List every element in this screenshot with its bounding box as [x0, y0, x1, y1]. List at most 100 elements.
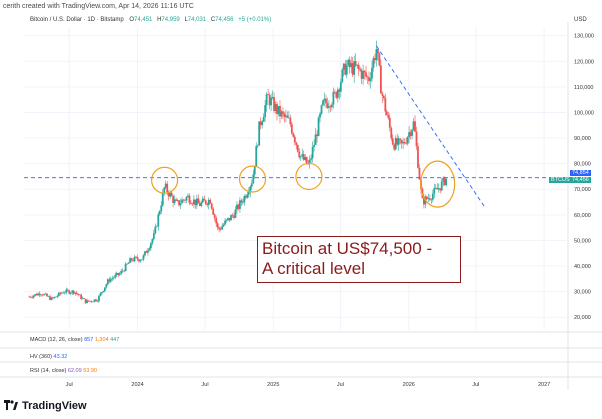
- candle-body: [194, 199, 197, 206]
- candle-body: [350, 63, 353, 68]
- candle-body: [50, 297, 53, 300]
- low-value: 74,031: [187, 17, 207, 23]
- candle-body: [204, 200, 207, 204]
- candle-body: [414, 121, 416, 132]
- price-chart[interactable]: 130,000 120,000 110,000 100,000 90,000 80,000…: [0, 0, 602, 395]
- candle-body: [339, 82, 342, 92]
- candle-body: [32, 295, 35, 298]
- candle-body: [77, 293, 80, 296]
- candle-body: [255, 146, 258, 167]
- candle-body: [62, 292, 65, 294]
- candle-body: [218, 227, 221, 230]
- x-tick-label: 2025: [267, 382, 279, 388]
- candle-body: [102, 290, 105, 293]
- y-tick-label: 100,000: [574, 110, 594, 116]
- candle-body: [354, 61, 357, 66]
- candle-body: [400, 139, 403, 144]
- candle-body: [328, 106, 330, 108]
- candle-body: [308, 159, 311, 164]
- candle-body: [362, 70, 364, 79]
- y-tick-label: 70,000: [574, 187, 591, 193]
- candle-body: [203, 198, 206, 201]
- candle-body: [109, 278, 112, 282]
- candle-body: [154, 226, 157, 234]
- candle-body: [83, 298, 85, 299]
- candle-body: [408, 132, 410, 138]
- candle-body: [166, 183, 169, 193]
- candle-body: [282, 111, 284, 114]
- candle-body: [138, 259, 140, 262]
- candle-body: [390, 127, 393, 139]
- candle-body: [247, 192, 250, 195]
- candle-body: [117, 273, 120, 276]
- macd-value-3: 447: [110, 337, 120, 343]
- candle-body: [329, 106, 332, 108]
- candle-body: [206, 203, 209, 205]
- candle-body: [290, 124, 293, 134]
- candle-body: [375, 49, 378, 61]
- candle-body: [295, 142, 298, 145]
- candle-body: [393, 144, 396, 150]
- close-label: C: [210, 17, 216, 23]
- candle-body: [296, 144, 299, 152]
- candle-body: [433, 187, 436, 194]
- currency-label: USD: [574, 17, 587, 23]
- candle-body: [396, 138, 399, 145]
- candle-body: [431, 193, 434, 200]
- candle-body: [425, 196, 428, 199]
- candles: [28, 40, 448, 305]
- candle-body: [84, 298, 87, 304]
- candle-body: [69, 292, 72, 294]
- candle-body: [124, 263, 127, 272]
- open-label: O: [129, 17, 135, 23]
- candle-body: [268, 95, 271, 106]
- candle-body: [345, 65, 348, 75]
- candle-body: [353, 61, 356, 75]
- y-tick-label: 90,000: [574, 136, 591, 142]
- y-tick-label: 110,000: [574, 85, 593, 91]
- level-price-tag: 74,854: [570, 170, 591, 176]
- candle-body: [239, 200, 241, 209]
- candle-body: [366, 76, 369, 78]
- candle-body: [267, 94, 270, 96]
- candle-body: [47, 296, 50, 297]
- candle-body: [132, 260, 134, 262]
- hv-value: 43.32: [53, 354, 68, 360]
- candle-body: [144, 251, 146, 256]
- open-value: 74,451: [134, 17, 153, 23]
- high-label: H: [157, 17, 162, 23]
- x-tick-label: Jul: [66, 382, 73, 388]
- candle-body: [270, 98, 272, 106]
- candle-body: [78, 294, 81, 296]
- candle-body: [44, 293, 47, 295]
- candle-body: [311, 146, 314, 159]
- candle-body: [130, 258, 133, 261]
- candle-body: [381, 93, 384, 96]
- candle-body: [161, 192, 164, 206]
- hv-name: HV (360): [30, 354, 53, 360]
- footer: TradingView: [0, 395, 602, 419]
- candle-body: [374, 58, 376, 61]
- candle-body: [169, 192, 172, 197]
- candle-body: [443, 177, 446, 186]
- candle-body: [224, 220, 226, 225]
- y-tick-label: 40,000: [574, 264, 591, 270]
- y-axis: 130,000 120,000 110,000 100,000 90,000 80,000…: [574, 34, 594, 322]
- candle-body: [89, 300, 91, 302]
- macd-value-2: 1,304: [94, 337, 109, 343]
- candle-body: [274, 103, 277, 111]
- candle-body: [172, 196, 175, 203]
- candle-body: [277, 106, 280, 114]
- candle-body: [49, 296, 51, 300]
- candle-body: [405, 143, 408, 144]
- candle-body: [241, 202, 244, 204]
- y-tick-label: 80,000: [574, 162, 591, 168]
- candle-body: [181, 199, 183, 204]
- candle-body: [360, 70, 363, 79]
- candle-body: [87, 300, 90, 302]
- candle-body: [368, 77, 370, 82]
- candle-body: [230, 215, 232, 221]
- candle-body: [225, 219, 228, 221]
- candle-body: [351, 63, 354, 75]
- candle-body: [276, 103, 278, 114]
